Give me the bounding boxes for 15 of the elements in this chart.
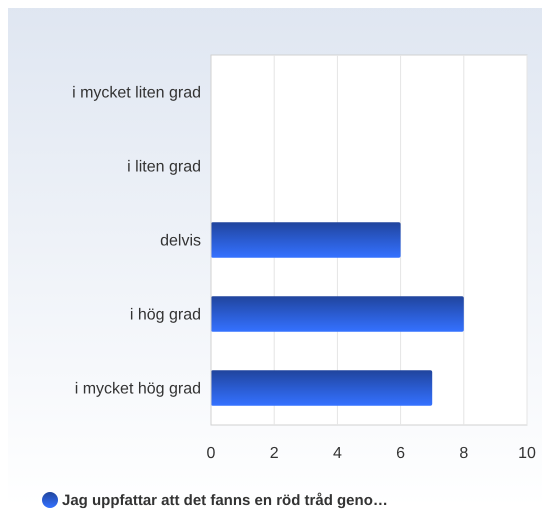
- x-tick-label: 10: [518, 445, 536, 462]
- y-tick-label: i liten grad: [127, 158, 201, 176]
- y-tick-label: i hög grad: [130, 306, 201, 324]
- x-tick-label: 8: [459, 445, 468, 462]
- legend-label: Jag uppfattar att det fanns en röd tråd geno…: [62, 492, 388, 509]
- y-tick-label: delvis: [160, 232, 201, 250]
- bar: [211, 370, 432, 406]
- bar: [211, 222, 401, 258]
- x-tick-label: 6: [396, 445, 406, 462]
- bar: [211, 296, 464, 332]
- x-tick-label: 2: [270, 445, 279, 462]
- y-tick-label: i mycket liten grad: [72, 84, 201, 102]
- x-tick-label: 0: [206, 445, 216, 462]
- y-tick-label: i mycket hög grad: [74, 380, 201, 398]
- x-tick-label: 4: [332, 445, 342, 462]
